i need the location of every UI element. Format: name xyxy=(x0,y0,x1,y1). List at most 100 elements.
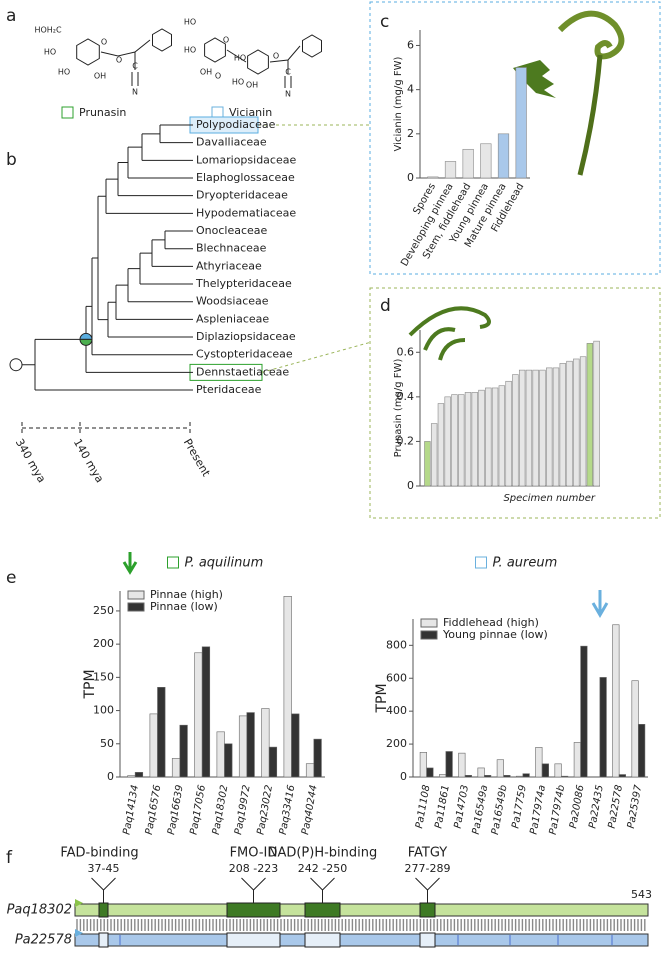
bar xyxy=(419,752,427,778)
atom-label: O xyxy=(223,36,229,45)
x-tick-label: Pa11108 xyxy=(414,784,432,829)
y-tick-label: 600 xyxy=(386,671,407,684)
atom-label: OH xyxy=(200,68,212,77)
family-label: Polypodiaceae xyxy=(196,118,276,131)
x-tick-label: Paq16639 xyxy=(166,784,186,835)
bar xyxy=(505,380,512,487)
atom-label: N xyxy=(132,88,138,97)
x-tick-label: Pa14703 xyxy=(453,784,471,829)
root-node xyxy=(9,358,23,372)
domain-box xyxy=(98,932,109,948)
y-tick-label: 4 xyxy=(407,83,414,96)
molecule-bond xyxy=(100,39,151,86)
y-tick-label: 0.6 xyxy=(397,345,415,358)
domain-range: 277-289 xyxy=(405,862,451,875)
x-tick-label: Paq18302 xyxy=(211,784,231,835)
bar xyxy=(305,763,315,778)
family-label: Pteridaceae xyxy=(196,383,262,396)
arrow-blue xyxy=(591,590,609,618)
family-label: Cystopteridaceae xyxy=(196,348,293,361)
bar xyxy=(552,367,560,487)
domain-pin xyxy=(415,877,440,903)
fiddlehead-image xyxy=(557,10,625,60)
family-label: Onocleaceae xyxy=(196,224,268,237)
atom-label: HO xyxy=(232,78,244,87)
x-axis-label: Specimen number xyxy=(503,493,595,504)
atom-label: O xyxy=(116,56,122,65)
y-tick-label: 0 xyxy=(107,770,114,783)
bar xyxy=(261,708,270,778)
atom-label: O xyxy=(215,72,221,81)
gene-bar xyxy=(74,903,649,917)
bar xyxy=(179,724,188,778)
family-label: Thelypteridaceae xyxy=(195,277,292,290)
family-label: Blechnaceae xyxy=(196,242,267,255)
bar xyxy=(525,369,533,487)
y-tick-label: 100 xyxy=(93,704,114,717)
y-tick-label: 0 xyxy=(407,171,414,184)
bar xyxy=(445,751,453,778)
domain-pin xyxy=(310,877,335,903)
y-tick-label: 250 xyxy=(93,604,114,617)
bar xyxy=(573,358,580,487)
bar xyxy=(283,596,292,778)
panel-label: c xyxy=(380,12,389,32)
bar xyxy=(464,775,472,778)
x-tick-label: Paq23022 xyxy=(256,784,276,835)
x-tick-label: Pa20086 xyxy=(568,784,586,829)
molecule-bond xyxy=(226,45,301,88)
domain-box xyxy=(304,902,341,918)
bar xyxy=(477,767,485,778)
panel-label: b xyxy=(6,150,17,170)
bar xyxy=(522,773,530,778)
bar xyxy=(127,775,136,778)
panel-c-frame xyxy=(369,1,661,275)
y-tick-label: 0.4 xyxy=(397,390,415,403)
bar xyxy=(573,742,581,778)
bar xyxy=(480,143,492,179)
atom-label: HO xyxy=(58,68,70,77)
tree-branch xyxy=(151,239,193,267)
bar xyxy=(498,385,506,487)
frond-image xyxy=(408,306,491,361)
molecule-name: Vicianin xyxy=(229,106,272,119)
atom-label: HOH₂C xyxy=(34,26,62,35)
bar xyxy=(224,743,233,778)
bar xyxy=(535,747,543,778)
bar xyxy=(496,759,504,778)
panel-label: a xyxy=(6,6,16,26)
atom-label: N xyxy=(285,90,291,99)
family-label: Elaphoglossaceae xyxy=(196,171,295,184)
tree-branch xyxy=(127,268,193,303)
node-half xyxy=(79,332,93,340)
bar xyxy=(424,441,431,487)
bar xyxy=(539,369,546,487)
gene-length: 543 xyxy=(631,888,652,901)
domain-box xyxy=(419,932,436,948)
x-tick-label: Pa17974b xyxy=(548,784,568,835)
bar xyxy=(478,389,485,487)
y-tick-label: 2 xyxy=(407,127,414,140)
time-axis xyxy=(21,422,191,434)
bar xyxy=(246,712,255,778)
bar xyxy=(638,724,646,778)
molecule-bond xyxy=(76,38,100,66)
bar xyxy=(216,731,225,778)
bar xyxy=(194,652,203,778)
family-label: Diplaziopsidaceae xyxy=(196,330,296,343)
bar xyxy=(618,774,626,778)
bar xyxy=(439,774,447,778)
tree-branch xyxy=(97,195,108,321)
bar xyxy=(171,758,181,778)
molecule-bond xyxy=(302,34,322,58)
gene-name: Pa22578 xyxy=(15,933,72,948)
x-tick-label: Pa22435 xyxy=(587,784,605,829)
domain-name: NAD(P)H-binding xyxy=(268,846,378,861)
bar xyxy=(437,403,445,487)
molecule-name: Prunasin xyxy=(79,106,126,119)
y-tick-label: 150 xyxy=(93,670,114,683)
family-label: Athyriaceae xyxy=(196,259,262,272)
time-label: Present xyxy=(181,437,213,480)
legend-swatch xyxy=(420,618,438,628)
bar xyxy=(546,367,553,487)
